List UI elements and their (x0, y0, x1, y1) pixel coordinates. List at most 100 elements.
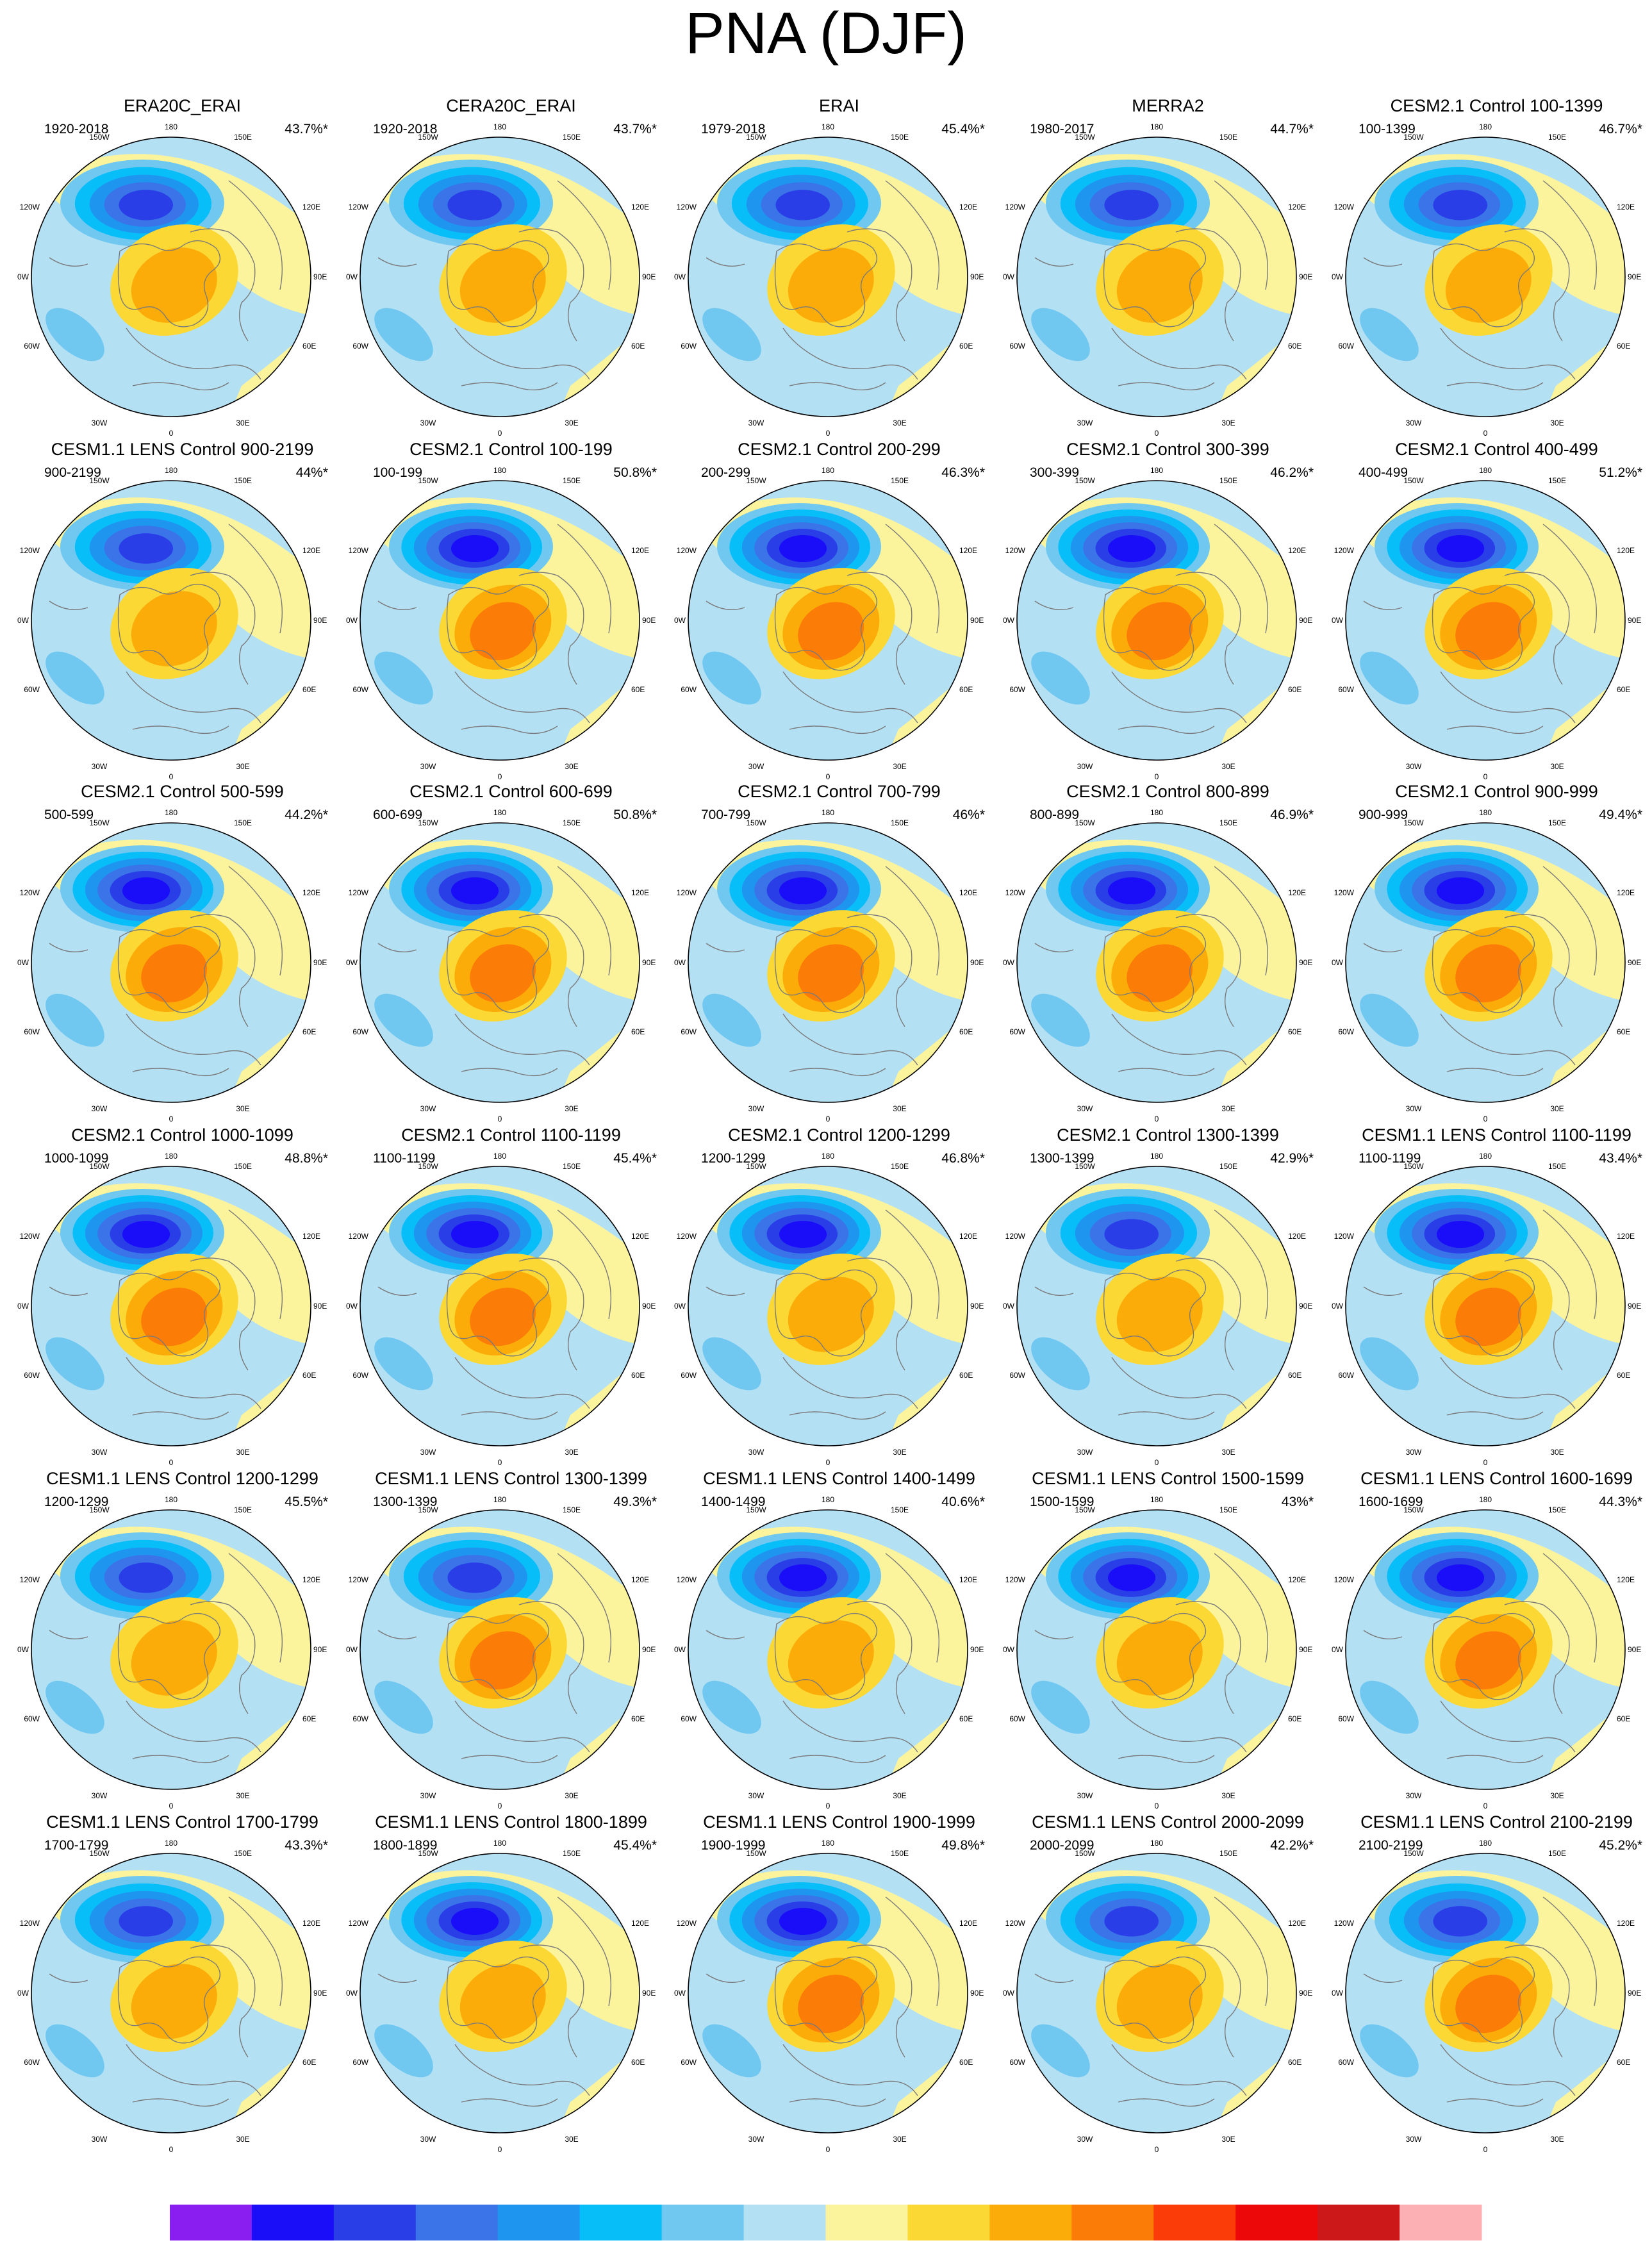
map-panel: CESM1.1 LENS Control 1400-1499 1400-1499 4… (674, 1468, 1004, 1810)
atlantic-negative-lobe (1360, 1337, 1419, 1391)
longitude-label: 60E (302, 1714, 316, 1723)
positive-contour (131, 1620, 217, 1696)
panel-years: 100-1399 (1359, 122, 1416, 137)
longitude-label: 150E (563, 818, 581, 827)
longitude-label: 120E (631, 1575, 649, 1584)
panel-title: CESM2.1 Control 600-699 (409, 782, 613, 801)
longitude-label: 90E (313, 616, 327, 625)
longitude-label: 60E (1617, 1714, 1630, 1723)
coastline (1111, 671, 1247, 724)
longitude-label: 30E (565, 762, 578, 771)
panel-variance-percent: 46.9%* (1270, 808, 1314, 822)
map-panel: CESM2.1 Control 1000-1099 1000-1099 48.8%*… (17, 1124, 347, 1467)
coastline (446, 925, 550, 1013)
coastline (847, 228, 913, 342)
coastline (1440, 1700, 1576, 1753)
longitude-label: 180 (822, 809, 834, 817)
longitude-label: 150W (418, 1505, 438, 1514)
map-boundary (31, 1509, 311, 1790)
longitude-label: 150W (89, 476, 110, 485)
coastline (847, 1944, 913, 2058)
longitude-label: 60E (959, 2058, 973, 2067)
coastline (377, 943, 417, 953)
positive-contour (1127, 602, 1193, 661)
map-panel: CESM2.1 Control 700-799 700-799 46%* 180 150… (674, 781, 1004, 1123)
coastline (782, 2044, 918, 2096)
coastline (706, 1630, 745, 1640)
coastline (1214, 866, 1268, 976)
longitude-label: 30W (1077, 2135, 1093, 2144)
positive-contour (470, 1288, 536, 1346)
colorbar-swatch (170, 2205, 252, 2240)
negative-contour (450, 1908, 499, 1935)
longitude-label: 60W (1009, 1714, 1025, 1723)
panel-years: 1000-1099 (44, 1151, 109, 1166)
longitude-label: 90E (313, 958, 327, 967)
negative-contour (1433, 1906, 1487, 1937)
map-panel: CESM1.1 LENS Control 1500-1599 1500-1599 4… (1003, 1468, 1333, 1810)
longitude-label: 150E (891, 1162, 909, 1171)
panel-years: 1300-1399 (373, 1495, 438, 1509)
longitude-label: 60E (959, 1371, 973, 1380)
longitude-label: 150E (563, 1505, 581, 1514)
panel-years: 900-2199 (44, 465, 101, 480)
coastline (789, 725, 886, 734)
positive-contour (1116, 247, 1203, 323)
panel-title: CESM2.1 Control 100-1399 (1390, 96, 1603, 115)
coastline (1034, 1286, 1074, 1296)
longitude-label: 60W (24, 1714, 40, 1723)
longitude-label: 30W (92, 762, 108, 771)
longitude-label: 120E (1617, 546, 1635, 555)
polar-map: 180 150W 150E 120W 120E 90W 90E 60W 60E 30W 30E 0 (17, 1152, 327, 1466)
panel-variance-percent: 45.4%* (941, 122, 985, 137)
atlantic-negative-lobe (374, 1680, 433, 1734)
positive-contour (788, 1277, 874, 1352)
longitude-label: 30W (1077, 1448, 1093, 1457)
negative-contour (1107, 877, 1156, 905)
longitude-label: 30E (893, 2135, 906, 2144)
longitude-label: 180 (1150, 1496, 1163, 1504)
coastline (1363, 1973, 1403, 1984)
longitude-label: 180 (493, 1496, 506, 1504)
longitude-label: 120W (349, 203, 369, 211)
polar-map: 180 150W 150E 120W 120E 90W 90E 60W 60E 30W 30E 0 (674, 1152, 984, 1466)
longitude-label: 0 (498, 1114, 502, 1123)
longitude-label: 150W (418, 1849, 438, 1858)
longitude-label: 90W (1003, 272, 1015, 281)
longitude-label: 30E (1221, 1791, 1235, 1800)
map-boundary (31, 480, 311, 761)
longitude-label: 120E (631, 1919, 649, 1928)
coastline (1542, 1209, 1597, 1320)
longitude-label: 60E (1288, 685, 1301, 694)
map-boundary (1345, 822, 1626, 1103)
coastline (461, 1755, 558, 1764)
longitude-label: 120W (1005, 1919, 1026, 1928)
panel-years: 1100-1199 (1359, 1151, 1421, 1166)
atlantic-negative-lobe (1031, 308, 1090, 361)
longitude-label: 60E (1288, 1371, 1301, 1380)
coastline (446, 1269, 550, 1357)
longitude-label: 60E (1617, 2058, 1630, 2067)
negative-contour (450, 1221, 499, 1248)
positive-contour (1455, 1975, 1522, 2033)
longitude-label: 60W (24, 685, 40, 694)
longitude-label: 60W (352, 1714, 368, 1723)
colorbar-swatch (579, 2205, 663, 2240)
coastline (1440, 1357, 1576, 1409)
coastline (782, 327, 918, 380)
positive-contour (141, 944, 208, 1003)
longitude-label: 0 (169, 2145, 174, 2153)
longitude-label: 30W (420, 1104, 436, 1113)
map-boundary (1016, 480, 1297, 761)
map-boundary (359, 1166, 640, 1446)
longitude-label: 90W (674, 272, 686, 281)
coastline (1504, 1601, 1570, 1714)
longitude-label: 180 (822, 1839, 834, 1848)
longitude-label: 0 (1483, 1458, 1488, 1466)
longitude-label: 90E (970, 272, 984, 281)
longitude-label: 120W (1005, 888, 1026, 897)
coastline (518, 572, 584, 685)
longitude-label: 120E (959, 888, 977, 897)
longitude-label: 30W (748, 2135, 764, 2144)
map-boundary (688, 1166, 968, 1446)
